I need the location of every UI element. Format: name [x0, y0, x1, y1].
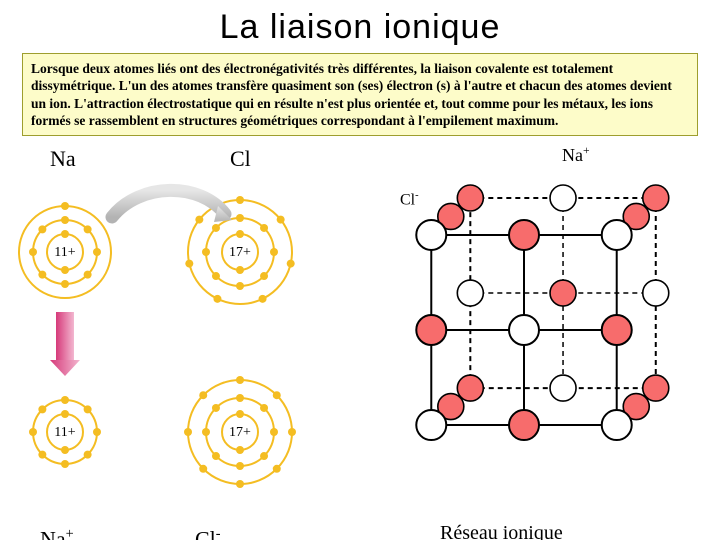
atoms-diagram: 11+ 17+ 11+ 17+ — [0, 142, 330, 540]
label-cl-minus: Cl- — [195, 526, 221, 540]
label-na-plus: Na+ — [40, 526, 74, 540]
svg-text:17+: 17+ — [229, 245, 251, 260]
label-na: Na — [50, 146, 76, 172]
page-title: La liaison ionique — [0, 0, 720, 51]
description-box: Lorsque deux atomes liés ont des électro… — [22, 53, 698, 136]
label-na-plus-lattice: Na+ — [562, 144, 590, 166]
svg-text:11+: 11+ — [54, 425, 75, 440]
diagram-stage: 11+17+11+17+ Na Cl Na+ Cl- Na+ Cl- Résea… — [0, 142, 720, 540]
lattice-caption: Réseau ionique — [440, 522, 563, 540]
label-cl: Cl — [230, 146, 251, 172]
ionic-lattice — [374, 170, 674, 490]
svg-text:17+: 17+ — [229, 425, 251, 440]
svg-text:11+: 11+ — [54, 245, 75, 260]
